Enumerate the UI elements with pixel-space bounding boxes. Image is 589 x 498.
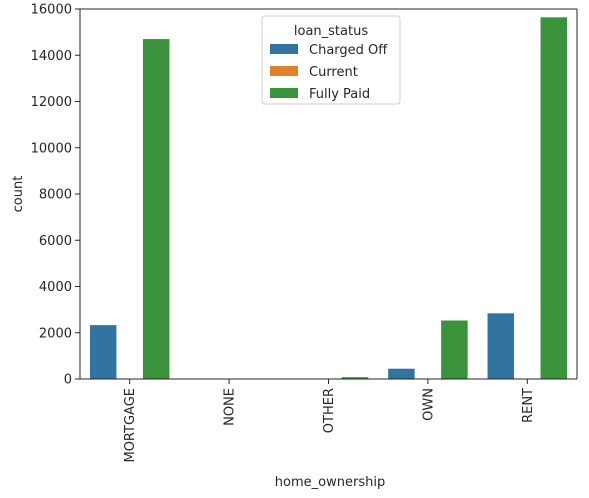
y-tick-label: 6000 <box>39 234 72 249</box>
bar-charged-off-mortgage <box>89 325 117 379</box>
x-axis-title: home_ownership <box>275 475 385 490</box>
legend-box <box>261 15 401 105</box>
y-tick-label: 10000 <box>31 141 72 156</box>
legend-swatch-current <box>270 66 298 76</box>
y-tick-label: 12000 <box>31 95 72 110</box>
legend: loan_status Charged Off Current Fully Paid <box>261 15 401 105</box>
bar-fully-paid-other <box>341 377 369 379</box>
x-tick-label-rent: RENT <box>521 388 536 423</box>
bar-fully-paid-own <box>441 320 468 379</box>
legend-label-current: Current <box>309 65 358 80</box>
y-tick-label: 2000 <box>39 326 72 341</box>
y-tick-label: 16000 <box>31 3 72 18</box>
x-tick-label-mortgage: MORTGAGE <box>123 388 138 463</box>
y-ticks: 0 2000 4000 6000 8000 10000 12000 14000 16000 <box>31 3 80 388</box>
y-tick-label: 0 <box>64 373 72 388</box>
legend-label-fully-paid: Fully Paid <box>309 87 370 102</box>
bar-fully-paid-mortgage <box>142 39 170 380</box>
bar-fully-paid-rent <box>540 17 568 379</box>
legend-swatch-charged-off <box>270 44 298 54</box>
legend-items: Charged Off Current Fully Paid <box>270 43 388 102</box>
x-tick-label-own: OWN <box>421 388 436 421</box>
x-ticks: MORTGAGE NONE OTHER OWN RENT <box>123 379 536 463</box>
legend-title: loan_status <box>294 24 368 39</box>
legend-label-charged-off: Charged Off <box>309 43 388 58</box>
y-axis-title: count <box>11 176 26 213</box>
y-tick-label: 14000 <box>31 49 72 64</box>
legend-swatch-fully-paid <box>270 88 298 98</box>
bars-layer <box>89 17 568 380</box>
y-tick-label: 4000 <box>39 280 72 295</box>
bar-charged-off-rent <box>487 313 515 379</box>
y-tick-label: 8000 <box>39 188 72 203</box>
x-tick-label-other: OTHER <box>322 388 337 433</box>
x-tick-label-none: NONE <box>223 388 238 426</box>
bar-charged-off-own <box>388 368 415 379</box>
